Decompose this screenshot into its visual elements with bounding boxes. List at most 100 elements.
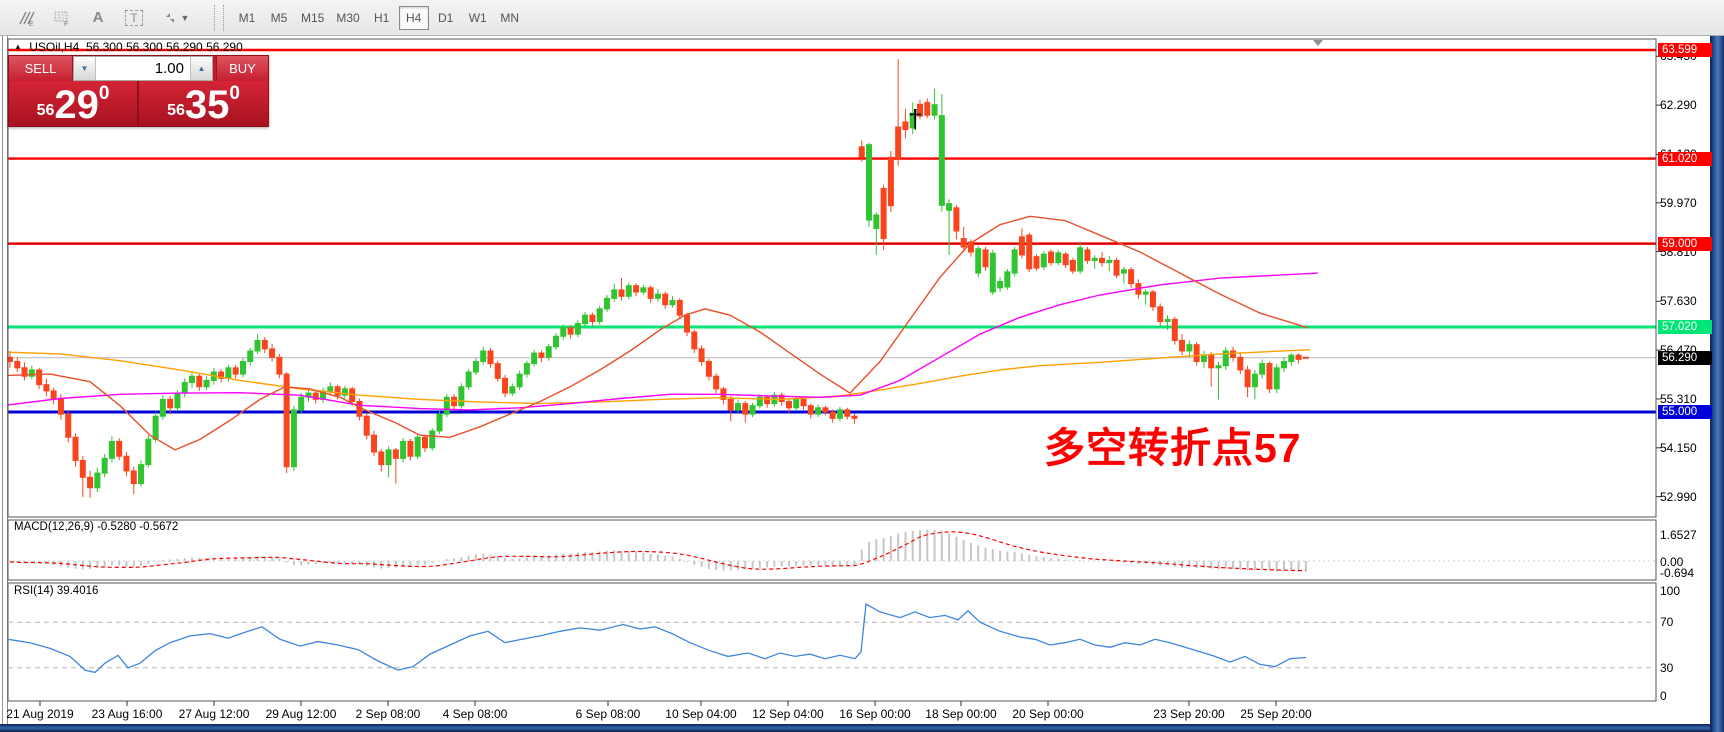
candle-body <box>800 398 807 407</box>
candle-body <box>836 409 843 419</box>
candle-body <box>1171 318 1178 341</box>
candle-body <box>785 400 792 409</box>
sell-price-display[interactable]: 56 29 0 <box>9 81 139 126</box>
toolbar-separator <box>214 4 224 31</box>
timeframe-m30-button[interactable]: M30 <box>331 6 364 30</box>
candle-body <box>967 241 974 253</box>
bid-ask-prices: 56 29 0 56 35 0 <box>9 81 268 126</box>
price-tick-label: 62.290 <box>1660 98 1697 113</box>
timeframe-m1-button[interactable]: M1 <box>232 6 262 30</box>
fast-ma-line <box>7 215 1309 451</box>
candle-body <box>1062 253 1069 266</box>
candle-body <box>1077 247 1084 272</box>
candle-body <box>705 360 712 377</box>
buy-button[interactable]: BUY <box>216 56 268 81</box>
candle-body <box>647 287 654 299</box>
candle-body <box>1113 259 1120 276</box>
candle-body <box>1055 252 1062 264</box>
timeframe-m15-button[interactable]: M15 <box>296 6 329 30</box>
candle-body <box>247 350 254 362</box>
candle-body <box>1084 249 1091 261</box>
horizontal-scrollbar[interactable] <box>0 724 1710 732</box>
candle-body <box>1208 354 1215 369</box>
candle-body <box>1200 354 1207 362</box>
timeframe-d1-button[interactable]: D1 <box>431 6 461 30</box>
candle-body <box>254 339 261 352</box>
candle-body <box>582 314 589 325</box>
candle-body <box>487 350 494 365</box>
timeframe-w1-button[interactable]: W1 <box>463 6 493 30</box>
candle-body <box>764 396 771 405</box>
candle-body <box>574 323 581 335</box>
buy-price-display[interactable]: 56 35 0 <box>139 81 268 126</box>
candle-body <box>480 350 487 362</box>
price-level-flag-59.000: 59.000 <box>1658 236 1712 251</box>
candle-body <box>218 371 225 379</box>
price-tick-label: 54.150 <box>1660 440 1697 455</box>
candle-body <box>269 348 276 358</box>
candle-body <box>516 373 523 388</box>
candle-body <box>1164 318 1171 323</box>
candle-body <box>108 440 115 459</box>
candle-body <box>1048 251 1055 264</box>
arrows-glyph-icon <box>165 12 174 23</box>
text-box-tool-icon[interactable]: T <box>118 4 150 32</box>
candle-body <box>43 384 50 392</box>
candle-body <box>844 409 851 417</box>
timeframe-m5-button[interactable]: M5 <box>264 6 294 30</box>
indicator-tick-label: 1.6527 <box>1660 528 1697 542</box>
panel-frame-1 <box>7 519 1657 581</box>
candle-body <box>931 104 938 116</box>
vertical-scrollbar[interactable] <box>1710 36 1724 732</box>
candle-body <box>618 289 625 297</box>
candle-body <box>502 377 509 394</box>
candle-body <box>174 392 181 409</box>
candle-body <box>662 293 669 306</box>
candle-body <box>1215 365 1222 369</box>
candle-body <box>946 203 953 211</box>
candle-body <box>596 308 603 323</box>
date-tick-label: 16 Sep 00:00 <box>839 707 911 721</box>
candle-body <box>225 367 232 379</box>
timeframe-h4-button[interactable]: H4 <box>398 5 429 30</box>
candle-body <box>902 121 909 131</box>
sort-arrows-icon[interactable]: ▼ <box>154 4 196 32</box>
candle-body <box>829 411 836 419</box>
indicators-hatch-icon[interactable]: E <box>10 4 42 32</box>
font-tool-icon[interactable]: A <box>92 9 104 26</box>
candle-body <box>363 415 370 436</box>
candle-body <box>509 386 516 394</box>
volume-decrease-button[interactable]: ▼ <box>74 57 96 80</box>
candle-body <box>414 436 421 457</box>
candle-body <box>276 356 283 375</box>
candle-body <box>880 187 887 240</box>
candle-body <box>196 375 203 388</box>
candle-body <box>1295 354 1302 360</box>
candle-body <box>1251 373 1258 388</box>
candle-body <box>982 249 989 268</box>
volume-input[interactable] <box>96 57 190 80</box>
timeframe-mn-button[interactable]: MN <box>495 6 525 30</box>
candle-body <box>545 346 552 358</box>
candle-body <box>691 331 698 350</box>
candle-body <box>1033 256 1040 269</box>
candle-body <box>735 403 741 411</box>
candle-body <box>312 392 319 400</box>
grid-icon[interactable]: F <box>46 4 78 32</box>
candle-body <box>698 348 705 362</box>
chart-symbol-title: ▲ USOil,H4 56.300 56.300 56.290 56.290 <box>14 40 243 54</box>
candle-body <box>1157 306 1164 323</box>
candle-body <box>873 214 880 229</box>
timeframe-h1-button[interactable]: H1 <box>367 6 397 30</box>
sell-price-main: 29 <box>54 83 99 127</box>
candle-body <box>1244 369 1251 388</box>
sell-button[interactable]: SELL <box>9 56 73 81</box>
volume-increase-button[interactable]: ▲ <box>190 57 212 80</box>
candle-body <box>57 398 64 415</box>
date-tick-label: 25 Sep 20:00 <box>1240 707 1312 721</box>
price-tick-label: 55.310 <box>1660 391 1697 406</box>
macd-signal-line <box>9 531 1306 572</box>
candle-body <box>458 386 465 407</box>
